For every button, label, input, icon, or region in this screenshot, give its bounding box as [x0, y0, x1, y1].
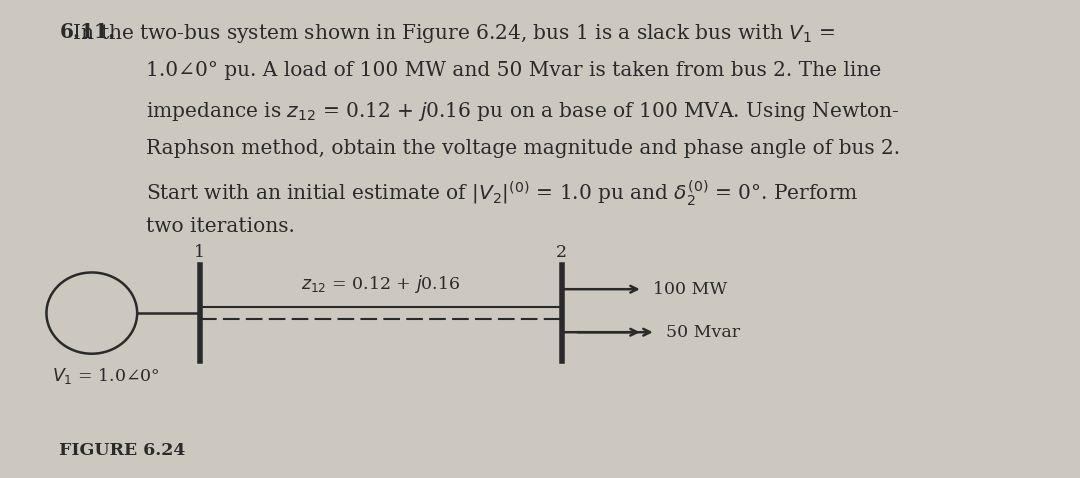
Text: $z_{12}$ = 0.12 + $j$0.16: $z_{12}$ = 0.12 + $j$0.16	[301, 273, 460, 295]
Text: two iterations.: two iterations.	[146, 217, 295, 237]
Text: 2: 2	[556, 243, 567, 261]
Text: 6.11.: 6.11.	[59, 22, 116, 42]
Text: 50 Mvar: 50 Mvar	[666, 324, 741, 341]
Text: impedance is $z_{12}$ = 0.12 + $j$0.16 pu on a base of 100 MVA. Using Newton-: impedance is $z_{12}$ = 0.12 + $j$0.16 p…	[146, 100, 900, 123]
Text: FIGURE 6.24: FIGURE 6.24	[59, 442, 186, 459]
Text: 1: 1	[194, 243, 205, 261]
Text: $V_1$ = 1.0∠0°: $V_1$ = 1.0∠0°	[52, 366, 160, 386]
Text: 100 MW: 100 MW	[653, 281, 728, 298]
Text: 1.0∠0° pu. A load of 100 MW and 50 Mvar is taken from bus 2. The line: 1.0∠0° pu. A load of 100 MW and 50 Mvar …	[146, 61, 881, 80]
Text: In the two-bus system shown in Figure 6.24, bus 1 is a slack bus with $V_1$ =: In the two-bus system shown in Figure 6.…	[60, 22, 835, 44]
Text: Start with an initial estimate of $|V_2|^{(0)}$ = 1.0 pu and $\delta_2^{(0)}$ = : Start with an initial estimate of $|V_2|…	[146, 178, 859, 208]
Text: Raphson method, obtain the voltage magnitude and phase angle of bus 2.: Raphson method, obtain the voltage magni…	[146, 139, 900, 158]
